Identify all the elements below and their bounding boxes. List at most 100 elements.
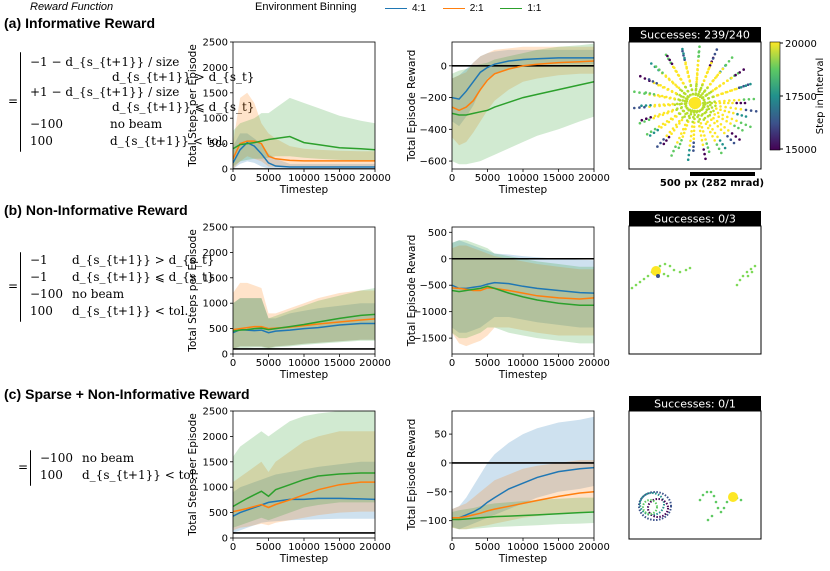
equation-brace (30, 450, 31, 486)
series-line-1-1 (233, 313, 375, 332)
series-band-1-1 (233, 97, 375, 167)
case-condition: no beam (110, 117, 163, 131)
chart-c-reward: 0 5000 10000 15000 20000 −100 −50 0 50 Timestep To… (406, 410, 610, 565)
y-tick-label: 2500 (203, 407, 228, 418)
row-a-title: (a) Informative Reward (4, 15, 155, 31)
x-tick-label: 0 (230, 542, 236, 553)
series-line-2-1 (233, 140, 375, 162)
x-axis-label: Timestep (498, 184, 548, 196)
series-line-4-1 (452, 281, 594, 294)
chart-a-reward: 0 5000 10000 15000 20000 −600 −400 −200 0 Timeste… (406, 41, 610, 196)
x-tick-label: 20000 (578, 358, 610, 369)
row-title-text: Informative Reward (25, 15, 156, 31)
series-band-1-1 (233, 288, 375, 349)
x-tick-label: 20000 (359, 173, 391, 184)
x-tick-label: 15000 (324, 173, 356, 184)
series-band-1-1 (452, 240, 594, 344)
plot-area (452, 416, 594, 530)
x-tick-label: 20000 (578, 542, 610, 553)
y-tick-label: 0 (441, 458, 447, 469)
x-axis-label: Timestep (279, 369, 329, 381)
y-tick-label: −1000 (413, 307, 447, 318)
x-tick-label: 20000 (578, 173, 610, 184)
legend-item-1-1: 1:1 (500, 3, 541, 14)
series-line-4-1 (233, 141, 375, 168)
x-tick-label: 15000 (543, 358, 575, 369)
x-tick-label: 5000 (256, 173, 281, 184)
row-letter: (a) (4, 15, 22, 31)
x-tick-label: 0 (230, 358, 236, 369)
y-tick-label: −50 (426, 487, 447, 498)
equation-case: 100 d_{s_{t+1}} < tol. (30, 304, 188, 318)
legend-label: 4:1 (412, 3, 426, 14)
case-value: +1 − d_{s_{t+1}} / size (30, 85, 180, 99)
x-tick-label: 0 (449, 542, 455, 553)
series-line-1-1 (452, 80, 594, 116)
legend-item-4-1: 4:1 (385, 3, 426, 14)
x-tick-label: 10000 (507, 173, 539, 184)
case-condition: no beam (82, 451, 135, 465)
equation-case: 100 d_{s_{t+1}} < tol. (40, 468, 198, 482)
plot-area (233, 92, 375, 169)
x-tick-label: 10000 (288, 173, 320, 184)
series-band-4-1 (233, 298, 375, 349)
case-value: 100 (40, 468, 63, 482)
y-tick-label: −200 (420, 93, 447, 104)
x-tick-label: 15000 (324, 542, 356, 553)
series-band-2-1 (233, 431, 375, 531)
y-tick-label: 2000 (203, 248, 228, 259)
series-line-2-1 (452, 491, 594, 519)
series-line-1-1 (233, 135, 375, 151)
equation-prefix: = (18, 460, 29, 474)
series-band-2-1 (233, 92, 375, 169)
x-axis-label: Timestep (498, 553, 548, 565)
y-tick-label: 2000 (203, 63, 228, 74)
x-tick-label: 10000 (507, 542, 539, 553)
x-axis-label: Timestep (279, 553, 329, 565)
series-band-2-1 (452, 460, 594, 530)
chart-c-steps: 0 5000 10000 15000 20000 0 500 1000 1500 2000 2500… (187, 407, 391, 566)
x-axis-label: Timestep (279, 184, 329, 196)
y-axis-label: Total Episode Reward (406, 235, 418, 348)
legend-swatch (385, 8, 407, 9)
legend-label: 2:1 (469, 3, 484, 14)
chart-b-steps: 0 5000 10000 15000 20000 0 500 1000 1500 2000 2500… (187, 223, 391, 382)
x-tick-label: 15000 (543, 542, 575, 553)
equation-case: −100 no beam (30, 117, 162, 131)
y-axis-label: Total Episode Reward (406, 419, 418, 532)
row-b-title: (b) Non-Informative Reward (4, 202, 188, 218)
y-tick-label: 500 (209, 324, 228, 335)
series-line-1-1 (452, 511, 594, 521)
x-tick-label: 20000 (359, 542, 391, 553)
y-tick-label: −500 (420, 281, 447, 292)
series-line-1-1 (233, 472, 375, 508)
legend: 4:1 2:1 1:1 (385, 1, 555, 14)
row-c-title: (c) Sparse + Non-Informative Reward (4, 386, 250, 402)
series-line-2-1 (233, 481, 375, 513)
y-tick-label: 1000 (203, 483, 228, 494)
y-tick-label: −1500 (413, 334, 447, 345)
series-band-4-1 (233, 133, 375, 169)
case-condition: d_{s_{t+1}} > d_{s_t} (112, 70, 255, 84)
case-value: 100 (30, 304, 53, 318)
y-axis-label: Total Steps per Episode (187, 413, 199, 537)
y-tick-label: 0 (222, 350, 228, 361)
y-tick-label: 0 (222, 165, 228, 176)
equation-prefix: = (8, 94, 19, 108)
x-tick-label: 5000 (475, 173, 500, 184)
case-value: 100 (30, 134, 53, 148)
series-line-1-1 (452, 285, 594, 307)
series-band-2-1 (452, 46, 594, 146)
x-tick-label: 0 (449, 358, 455, 369)
series-line-2-1 (452, 60, 594, 112)
x-axis-label: Timestep (498, 369, 548, 381)
y-tick-label: 500 (209, 508, 228, 519)
y-tick-label: −600 (420, 157, 447, 168)
case-condition: no beam (72, 287, 125, 301)
y-tick-label: −400 (420, 125, 447, 136)
plot-area (452, 43, 594, 165)
legend-swatch (500, 8, 523, 9)
y-axis-label: Total Steps per Episode (187, 44, 199, 168)
x-tick-label: 5000 (475, 542, 500, 553)
